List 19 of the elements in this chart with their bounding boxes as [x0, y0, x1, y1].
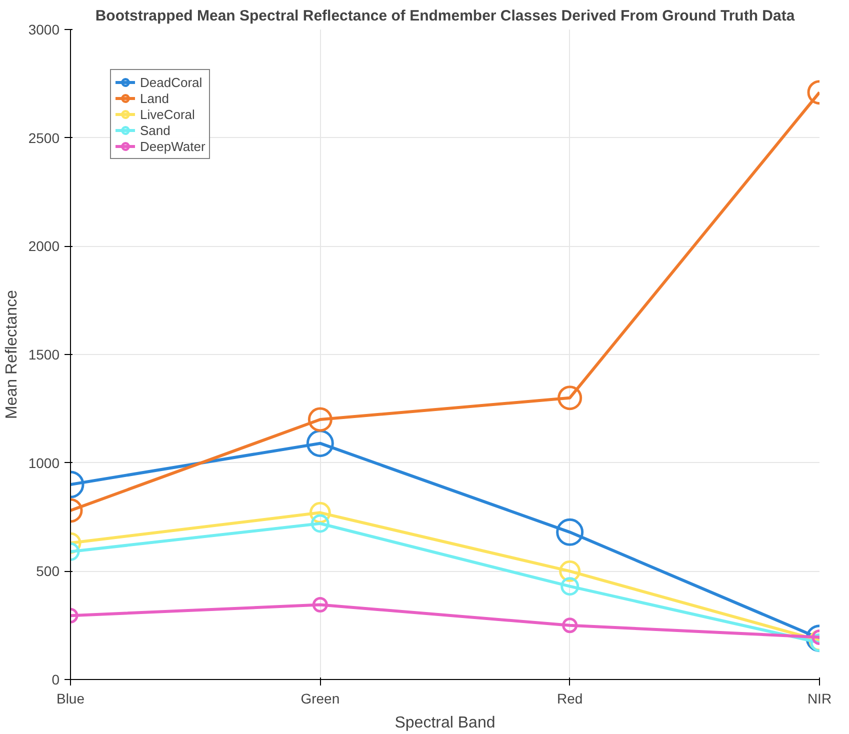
x-axis-title: Spectral Band [394, 714, 496, 732]
y-axis-title: Mean Reflectance [3, 290, 20, 419]
y-tick-label: 0 [52, 672, 60, 688]
legend-label: DeepWater [140, 138, 206, 154]
x-tick-label: Green [300, 690, 340, 706]
y-tick-label: 2000 [28, 238, 60, 254]
chart-title: Bootstrapped Mean Spectral Reflectance of Endmember Classes Derived From Ground Truth Data [95, 8, 796, 24]
y-tick-label: 1000 [28, 454, 60, 471]
legend-label: DeadCoral [140, 74, 202, 90]
legend-label: LiveCoral [140, 106, 195, 122]
y-tick-label: 3000 [28, 22, 60, 38]
x-tick-label: Blue [56, 690, 85, 706]
legend-label: Land [140, 90, 169, 106]
y-tick-label: 500 [36, 563, 60, 580]
y-tick-label: 2500 [28, 130, 60, 146]
x-tick-label: NIR [807, 690, 832, 706]
x-tick-label: Red [556, 690, 583, 706]
y-tick-label: 1500 [28, 346, 60, 362]
legend-label: Sand [140, 122, 170, 138]
